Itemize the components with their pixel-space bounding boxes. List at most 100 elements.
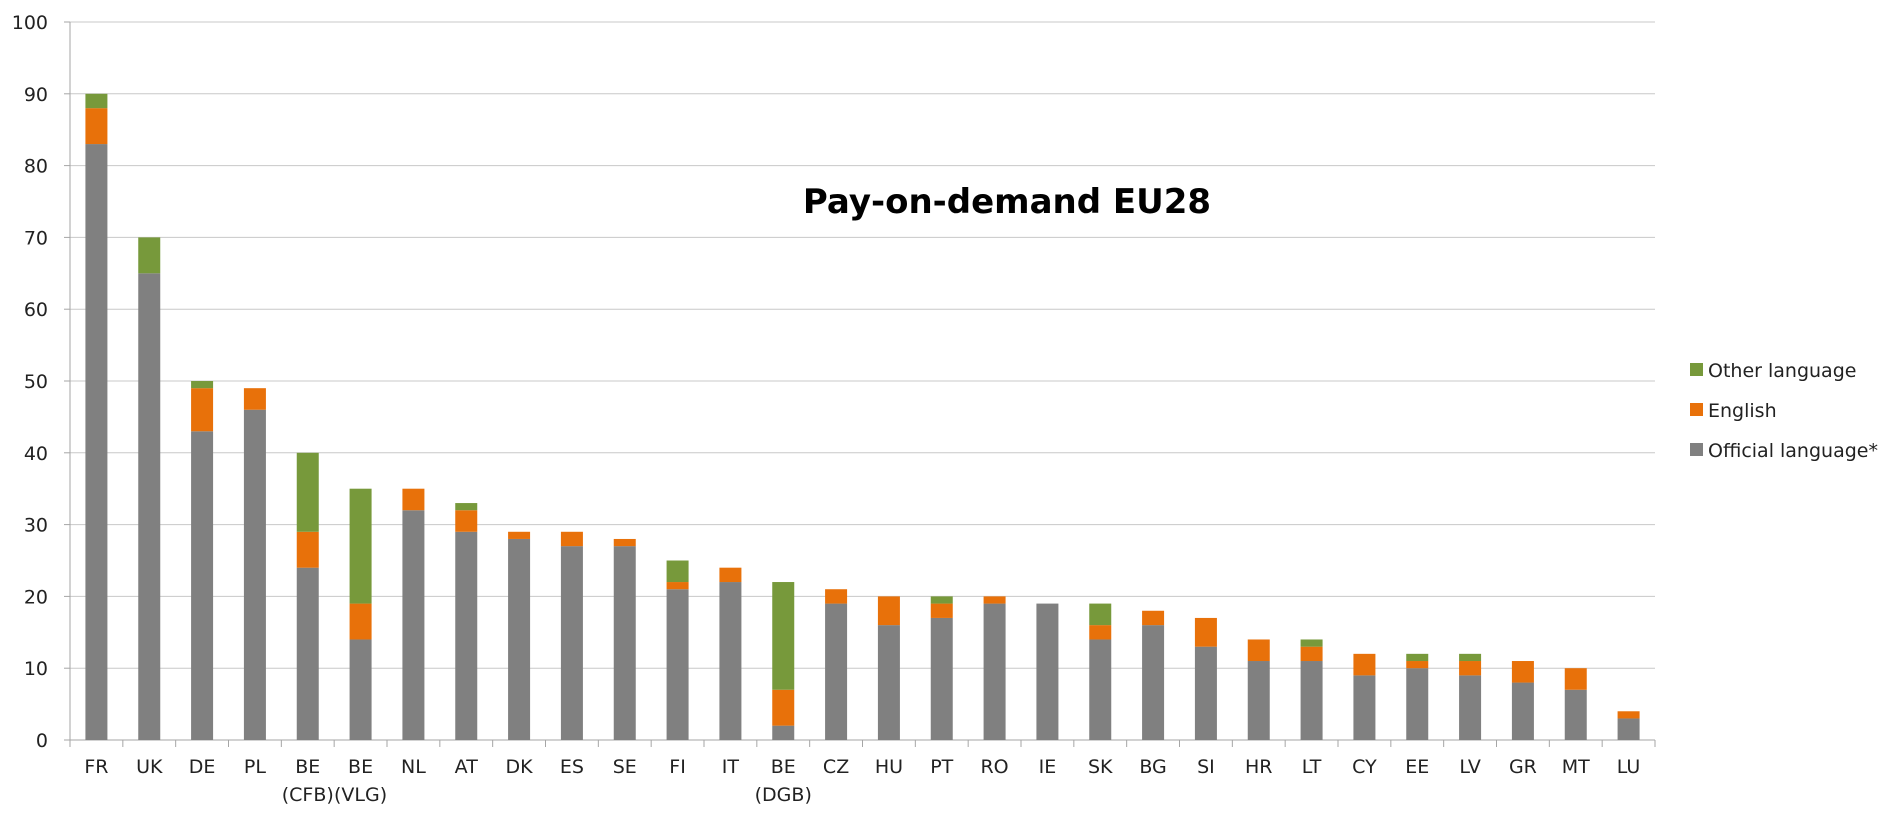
x-tick-label: CY	[1352, 756, 1377, 778]
bar-segment-english	[1089, 625, 1112, 640]
bar-segment-other-language	[296, 452, 319, 532]
bar-segment-official-language	[983, 603, 1006, 740]
x-tick-label: GR	[1509, 756, 1537, 778]
bar-segment-official-language	[613, 546, 636, 740]
bar-segment-english	[877, 596, 900, 626]
x-tick-label: BG	[1139, 756, 1166, 778]
x-tick-label: FR	[84, 756, 108, 778]
bar-segment-official-language	[719, 582, 742, 740]
bar-segment-english	[349, 603, 372, 640]
bar-segment-english	[613, 538, 636, 547]
x-tick-label: HR	[1245, 756, 1273, 778]
y-tick-label: 90	[24, 84, 48, 106]
x-tick-label: IT	[722, 756, 740, 778]
y-tick-label: 100	[12, 12, 48, 34]
bar-segment-english	[1194, 617, 1217, 647]
x-tick-label: NL	[401, 756, 426, 778]
bar-segment-official-language	[138, 273, 161, 740]
y-tick-labels: 0 10 20 30 40 50 60 70 80 90 100	[12, 12, 48, 752]
bar-segment-english	[1406, 661, 1429, 669]
bar-segment-other-language	[1459, 653, 1482, 662]
x-tick-label: SE	[613, 756, 637, 778]
chart-title: Pay-on-demand EU28	[803, 182, 1211, 222]
legend-swatch	[1690, 403, 1703, 416]
x-tick-label: DK	[506, 756, 534, 778]
bar-segment-english	[1564, 668, 1587, 690]
bar-segment-english	[296, 531, 319, 568]
x-tick-label: (DGB)	[755, 784, 812, 806]
bar-segment-official-language	[1617, 718, 1640, 740]
bar-segment-english	[191, 388, 214, 432]
x-tick-label: IE	[1039, 756, 1057, 778]
x-tick-label: LT	[1302, 756, 1322, 778]
bar-segment-english	[1511, 661, 1534, 683]
bar-segment-other-language	[930, 596, 953, 604]
legend-label: Other language	[1708, 360, 1856, 382]
x-tick-label: (VLG)	[334, 784, 387, 806]
x-tick-label: BE	[348, 756, 373, 778]
bar-segment-official-language	[191, 431, 214, 740]
legend-swatch	[1690, 363, 1703, 376]
bar-segment-english	[455, 510, 478, 532]
bar-segment-official-language	[1511, 682, 1534, 740]
legend-label: Official language*	[1708, 440, 1878, 462]
y-tick-label: 20	[24, 586, 48, 608]
bar-segment-english	[1247, 639, 1270, 662]
bar-segment-other-language	[455, 503, 478, 511]
bar-segment-english	[1353, 653, 1376, 676]
bar-segment-english	[243, 388, 266, 410]
legend-swatch	[1690, 443, 1703, 456]
y-tick-label: 10	[24, 658, 48, 680]
x-tick-label: RO	[980, 756, 1008, 778]
bar-segment-official-language	[1300, 661, 1323, 740]
bar-segment-english	[825, 589, 848, 604]
bar-segment-official-language	[1406, 668, 1429, 740]
x-tick-label: BE	[295, 756, 320, 778]
x-tick-label: SI	[1197, 756, 1215, 778]
bar-segment-other-language	[138, 237, 161, 274]
bar-segment-english	[1300, 646, 1323, 662]
bar-segment-english	[560, 531, 583, 547]
legend: Other language English Official language*	[1690, 360, 1878, 462]
bar-segment-official-language	[296, 567, 319, 740]
bar-segment-official-language	[560, 546, 583, 740]
x-tick-label: MT	[1562, 756, 1590, 778]
legend-label: English	[1708, 400, 1777, 422]
x-tick-label: PT	[930, 756, 953, 778]
bar-segment-official-language	[666, 589, 689, 740]
bar-segment-english	[666, 582, 689, 590]
y-tick-label: 60	[24, 299, 48, 321]
y-tick-label: 40	[24, 443, 48, 465]
bar-segment-official-language	[1036, 603, 1059, 740]
bar-segment-english	[983, 596, 1006, 604]
x-tick-label: HU	[875, 756, 903, 778]
bar-segment-english	[930, 603, 953, 618]
x-tick-label: UK	[136, 756, 163, 778]
bar-segment-official-language	[1089, 639, 1112, 740]
y-tick-label: 50	[24, 371, 48, 393]
x-tick-label: DE	[189, 756, 216, 778]
bar-segment-other-language	[349, 488, 372, 604]
bar-segment-official-language	[1459, 675, 1482, 740]
bar-segment-english	[1459, 661, 1482, 676]
bars	[85, 93, 1640, 740]
bar-segment-official-language	[877, 625, 900, 740]
bar-segment-official-language	[349, 639, 372, 740]
bar-segment-official-language	[402, 510, 425, 740]
bar-segment-english	[508, 531, 531, 539]
bar-segment-official-language	[825, 603, 848, 740]
x-tick-labels: FR UK DE PL BE (CFB) BE (VLG) NL AT DK ES SE FI IT BE (D…	[84, 756, 1640, 806]
y-tick-label: 30	[24, 515, 48, 537]
bar-segment-other-language	[85, 93, 108, 109]
bar-segment-other-language	[772, 582, 795, 690]
bar-segment-other-language	[1089, 603, 1112, 626]
x-tick-label: PL	[244, 756, 266, 778]
x-tick-label: ES	[560, 756, 584, 778]
bar-segment-english	[719, 567, 742, 583]
x-tick-label: LU	[1617, 756, 1641, 778]
bar-segment-english	[1142, 610, 1165, 626]
gridlines	[70, 21, 1655, 669]
bar-segment-official-language	[772, 725, 795, 740]
